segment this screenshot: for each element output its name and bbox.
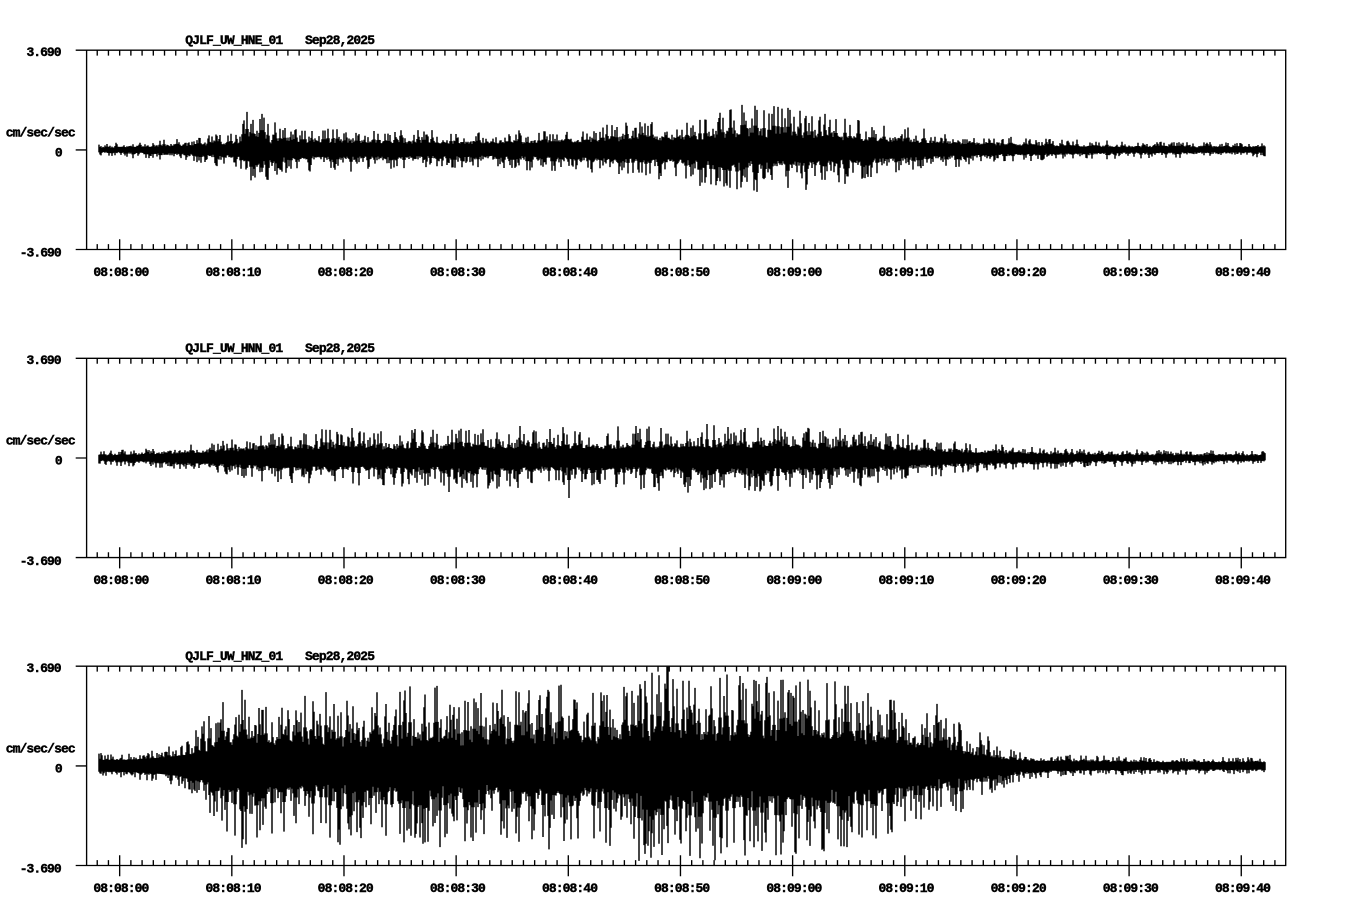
svg-text:08:09:30: 08:09:30 (1103, 573, 1159, 588)
svg-text:3.690: 3.690 (27, 353, 62, 368)
svg-text:08:08:00: 08:08:00 (93, 265, 149, 280)
svg-text:08:09:00: 08:09:00 (766, 265, 822, 280)
svg-text:08:09:10: 08:09:10 (878, 881, 934, 896)
svg-text:-3.690: -3.690 (20, 862, 62, 877)
svg-text:0: 0 (55, 145, 63, 160)
svg-text:QJLF_UW_HNN_01: QJLF_UW_HNN_01 (185, 341, 283, 356)
svg-text:0: 0 (55, 454, 63, 469)
svg-text:-3.690: -3.690 (20, 246, 62, 261)
svg-text:08:09:10: 08:09:10 (878, 265, 934, 280)
svg-text:08:08:20: 08:08:20 (318, 881, 374, 896)
svg-text:08:08:40: 08:08:40 (542, 265, 598, 280)
svg-text:08:08:30: 08:08:30 (430, 881, 486, 896)
svg-text:Sep28,2025: Sep28,2025 (305, 341, 375, 356)
svg-text:08:09:00: 08:09:00 (766, 573, 822, 588)
svg-text:08:08:40: 08:08:40 (542, 881, 598, 896)
svg-text:08:08:50: 08:08:50 (654, 881, 710, 896)
svg-text:cm/sec/sec: cm/sec/sec (6, 433, 76, 448)
svg-text:08:09:00: 08:09:00 (766, 881, 822, 896)
svg-text:3.690: 3.690 (27, 45, 62, 60)
svg-text:08:08:10: 08:08:10 (206, 265, 262, 280)
svg-text:08:08:30: 08:08:30 (430, 265, 486, 280)
svg-text:08:08:20: 08:08:20 (318, 573, 374, 588)
svg-text:08:08:50: 08:08:50 (654, 573, 710, 588)
svg-text:-3.690: -3.690 (20, 554, 62, 569)
svg-text:08:09:10: 08:09:10 (878, 573, 934, 588)
svg-text:Sep28,2025: Sep28,2025 (305, 33, 375, 48)
svg-text:08:08:10: 08:08:10 (206, 573, 262, 588)
svg-text:08:09:20: 08:09:20 (991, 265, 1047, 280)
svg-text:08:08:10: 08:08:10 (206, 881, 262, 896)
svg-text:08:08:00: 08:08:00 (93, 881, 149, 896)
svg-text:08:09:40: 08:09:40 (1215, 881, 1271, 896)
svg-text:08:09:20: 08:09:20 (991, 573, 1047, 588)
svg-text:08:09:40: 08:09:40 (1215, 265, 1271, 280)
svg-text:08:09:30: 08:09:30 (1103, 265, 1159, 280)
svg-text:08:08:40: 08:08:40 (542, 573, 598, 588)
svg-text:3.690: 3.690 (27, 661, 62, 676)
svg-text:08:09:40: 08:09:40 (1215, 573, 1271, 588)
svg-text:cm/sec/sec: cm/sec/sec (6, 125, 76, 140)
svg-text:08:09:20: 08:09:20 (991, 881, 1047, 896)
svg-text:cm/sec/sec: cm/sec/sec (6, 741, 76, 756)
svg-text:0: 0 (55, 761, 63, 776)
svg-text:08:08:30: 08:08:30 (430, 573, 486, 588)
svg-text:08:08:20: 08:08:20 (318, 265, 374, 280)
svg-text:08:08:50: 08:08:50 (654, 265, 710, 280)
svg-text:08:08:00: 08:08:00 (93, 573, 149, 588)
svg-text:QJLF_UW_HNE_01: QJLF_UW_HNE_01 (185, 33, 283, 48)
svg-text:08:09:30: 08:09:30 (1103, 881, 1159, 896)
svg-text:QJLF_UW_HNZ_01: QJLF_UW_HNZ_01 (185, 649, 283, 664)
svg-text:Sep28,2025: Sep28,2025 (305, 649, 375, 664)
